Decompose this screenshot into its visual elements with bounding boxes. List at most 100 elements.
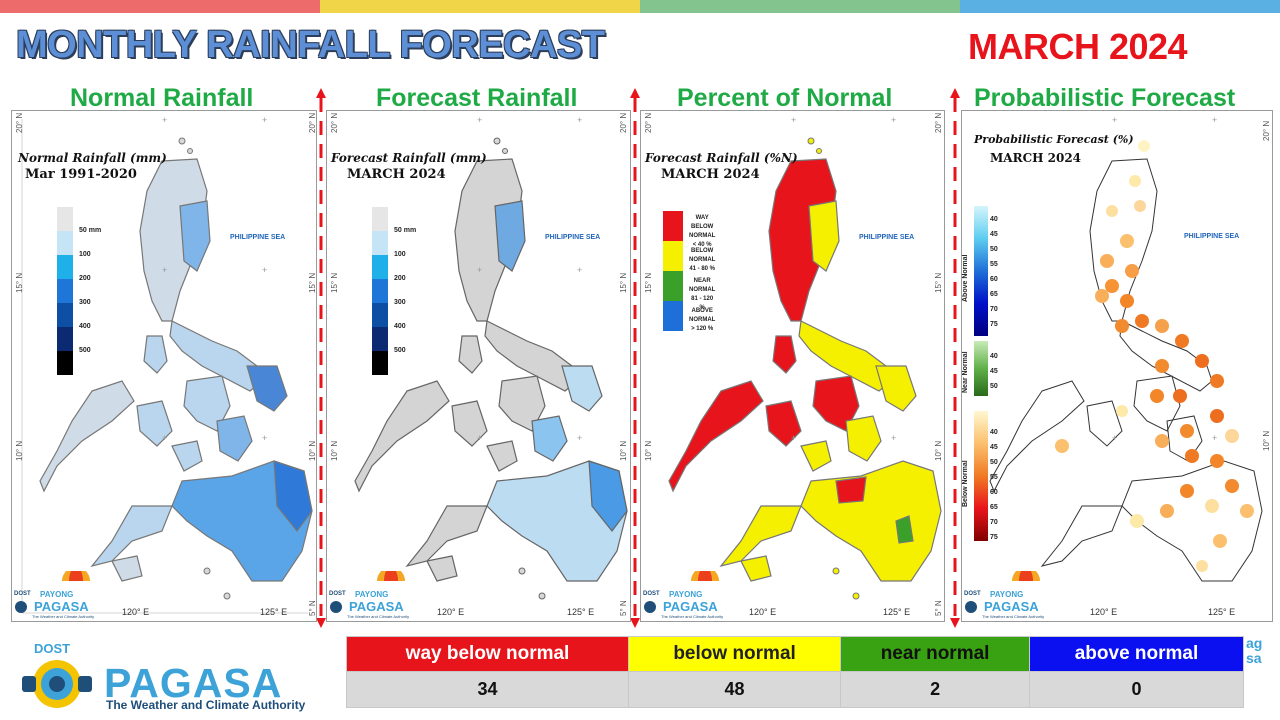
partial-logo-text-2: sa bbox=[1246, 650, 1262, 666]
forecast-month: MARCH 2024 bbox=[968, 26, 1188, 67]
table-header-below-normal: below normal bbox=[629, 637, 841, 671]
lat-label: 15° N bbox=[330, 272, 339, 293]
legend-label: ABOVE NORMAL > 120 % bbox=[689, 308, 716, 332]
legend-tick: 45 bbox=[990, 368, 998, 375]
legend-label: 500 bbox=[394, 347, 406, 354]
svg-text:+: + bbox=[791, 115, 796, 125]
svg-text:+: + bbox=[577, 115, 582, 125]
svg-text:+: + bbox=[1112, 115, 1117, 125]
near-normal-colorbar bbox=[974, 341, 988, 396]
percent-of-normal-map-panel: + + + + Forecast Rainfall (%N) MARCH 2024 P… bbox=[640, 110, 945, 622]
legend-swatch bbox=[372, 327, 388, 351]
svg-text:+: + bbox=[891, 115, 896, 125]
philippines-map-probabilistic: + + + + bbox=[989, 115, 1263, 582]
legend-label: 100 bbox=[394, 251, 406, 258]
top-bar-segment-blue bbox=[960, 0, 1280, 13]
pagasa-emblem-icon bbox=[22, 660, 92, 708]
svg-text:DOST: DOST bbox=[643, 591, 660, 597]
lon-label: 120° E bbox=[437, 607, 465, 617]
above-normal-colorbar bbox=[974, 206, 988, 336]
rainfall-legend: 50 mm 100 200 300 400 500 bbox=[372, 207, 416, 375]
legend-tick: 75 bbox=[990, 321, 998, 328]
svg-text:PAGASA: PAGASA bbox=[984, 599, 1039, 614]
lat-label: 5° N bbox=[934, 600, 943, 616]
legend-label: 400 bbox=[79, 323, 91, 330]
partial-logo-text-1: ag bbox=[1246, 635, 1263, 651]
lat-label: 10° N bbox=[15, 440, 24, 461]
legend-tick: 40 bbox=[990, 353, 998, 360]
lat-label: 10° N bbox=[934, 440, 943, 461]
legend-tick: 60 bbox=[990, 489, 998, 496]
rainfall-legend: 50 mm 100 200 300 400 500 bbox=[57, 207, 101, 375]
below-normal-colorbar bbox=[974, 411, 988, 541]
legend-swatch-above bbox=[663, 301, 683, 331]
legend-label: 400 bbox=[394, 323, 406, 330]
legend-label: BELOW NORMAL 41 - 80 % bbox=[689, 248, 716, 272]
svg-text:PAYONG: PAYONG bbox=[355, 590, 388, 599]
legend-label: 500 bbox=[79, 347, 91, 354]
legend-label: 300 bbox=[79, 299, 91, 306]
legend-tick: 45 bbox=[990, 444, 998, 451]
svg-text:PAGASA: PAGASA bbox=[34, 599, 89, 614]
philippines-map-percent: + + + + bbox=[668, 115, 942, 600]
top-bar-segment-red bbox=[0, 0, 320, 13]
legend-swatch bbox=[372, 279, 388, 303]
rainfall-summary-table: way below normal below normal near norma… bbox=[346, 636, 1244, 708]
legend-tick: 40 bbox=[990, 216, 998, 223]
legend-tick: 70 bbox=[990, 519, 998, 526]
svg-text:+: + bbox=[262, 115, 267, 125]
lat-label: 10° N bbox=[1262, 430, 1271, 451]
lat-label: 15° N bbox=[619, 272, 628, 293]
sea-label: PHILIPPINE SEA bbox=[859, 234, 915, 241]
lon-label: 120° E bbox=[1090, 607, 1118, 617]
legend-tick: 55 bbox=[990, 261, 998, 268]
legend-swatch bbox=[57, 279, 73, 303]
lat-label: 20° N bbox=[619, 112, 628, 133]
map-title: Forecast Rainfall (mm) bbox=[331, 151, 487, 165]
lon-label: 125° E bbox=[260, 607, 288, 617]
top-color-bar bbox=[0, 0, 1280, 13]
dost-label: DOST bbox=[34, 641, 71, 656]
legend-tick: 65 bbox=[990, 291, 998, 298]
svg-text:+: + bbox=[1212, 115, 1217, 125]
legend-swatch bbox=[372, 231, 388, 255]
legend-swatch-near bbox=[663, 271, 683, 301]
map-subtitle: MARCH 2024 bbox=[661, 167, 760, 182]
svg-text:PAGASA: PAGASA bbox=[663, 599, 718, 614]
legend-swatch bbox=[57, 255, 73, 279]
legend-label: 300 bbox=[394, 299, 406, 306]
svg-text:DOST: DOST bbox=[14, 591, 31, 597]
legend-swatch bbox=[57, 327, 73, 351]
panel-heading-probabilistic: Probabilistic Forecast bbox=[974, 84, 1236, 112]
map-subtitle: Mar 1991-2020 bbox=[25, 167, 137, 182]
svg-text:+: + bbox=[477, 433, 482, 443]
svg-text:+: + bbox=[477, 115, 482, 125]
pagasa-tagline: The Weather and Climate Authority bbox=[106, 698, 306, 712]
table-cell-above-normal: 0 bbox=[1030, 672, 1243, 707]
legend-label: WAY BELOW NORMAL < 40 % bbox=[689, 215, 716, 248]
table-cell-way-below-normal: 34 bbox=[347, 672, 628, 707]
table-header-above-normal: above normal bbox=[1030, 637, 1243, 671]
below-normal-legend: Below Normal 40 45 50 55 60 65 70 75 bbox=[962, 411, 998, 541]
philippines-map-normal: + + + + + + bbox=[21, 115, 313, 614]
table-header-row: way below normal below normal near norma… bbox=[347, 637, 1243, 671]
normal-rainfall-map-panel: + + + + + + Normal Rainfall (mm) Mar 1991-202… bbox=[11, 110, 317, 622]
percent-legend: WAY BELOW NORMAL < 40 % BELOW NORMAL 41 … bbox=[663, 211, 715, 332]
svg-text:+: + bbox=[1112, 433, 1117, 443]
lon-label: 125° E bbox=[567, 607, 595, 617]
legend-label: NEAR NORMAL 81 - 120 % bbox=[689, 278, 716, 311]
partial-logo-fragment: ag sa bbox=[1246, 636, 1262, 666]
svg-text:The Weather and Climate Author: The Weather and Climate Authority bbox=[347, 614, 409, 619]
svg-text:+: + bbox=[262, 433, 267, 443]
top-bar-segment-green bbox=[640, 0, 960, 13]
map-title: Probabilistic Forecast (%) bbox=[974, 133, 1134, 146]
svg-text:PAYONG: PAYONG bbox=[990, 590, 1023, 599]
svg-text:+: + bbox=[162, 115, 167, 125]
svg-text:The Weather and Climate Author: The Weather and Climate Authority bbox=[982, 614, 1044, 619]
top-bar-segment-yellow bbox=[320, 0, 640, 13]
near-normal-legend: Near Normal 40 45 50 bbox=[962, 341, 998, 396]
svg-text:PAGASA: PAGASA bbox=[349, 599, 404, 614]
near-normal-label: Near Normal bbox=[962, 351, 969, 393]
lat-label: 15° N bbox=[308, 272, 317, 293]
panel-divider-1 bbox=[316, 88, 326, 628]
